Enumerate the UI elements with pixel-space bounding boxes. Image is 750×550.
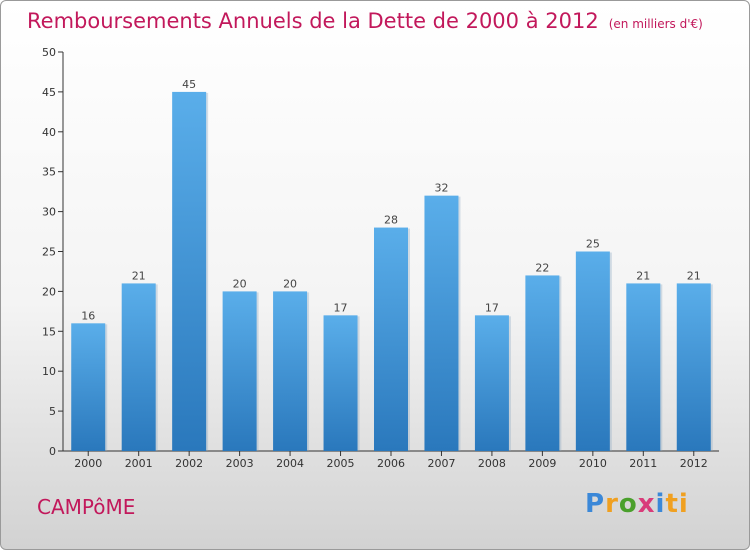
y-tick-label: 25 [42, 246, 56, 259]
chart-title: Remboursements Annuels de la Dette de 20… [27, 9, 703, 33]
x-tick-label: 2011 [629, 457, 657, 470]
bar [575, 251, 610, 451]
data-label: 17 [334, 301, 348, 314]
data-label: 20 [233, 277, 247, 290]
bar [222, 291, 257, 451]
data-label: 25 [586, 238, 600, 251]
data-label: 28 [384, 214, 398, 227]
x-tick-label: 2010 [579, 457, 607, 470]
x-tick-label: 2012 [680, 457, 708, 470]
bar [626, 283, 661, 451]
bar [172, 91, 207, 452]
data-label: 17 [485, 301, 499, 314]
proxiti-logo[interactable]: Proxiti [585, 489, 689, 519]
title-text: Remboursements Annuels de la Dette de 20… [27, 9, 599, 33]
y-tick-label: 0 [49, 445, 56, 458]
y-tick-label: 45 [42, 86, 56, 99]
y-tick-label: 40 [42, 126, 56, 139]
bar [71, 323, 106, 451]
data-label: 45 [182, 78, 196, 91]
y-tick-label: 15 [42, 325, 56, 338]
bar [474, 315, 509, 451]
y-tick-label: 5 [49, 405, 56, 418]
commune-name: CAMPôME [37, 495, 136, 519]
x-tick-label: 2008 [478, 457, 506, 470]
x-tick-label: 2003 [226, 457, 254, 470]
x-tick-label: 2004 [276, 457, 304, 470]
data-label: 21 [687, 269, 701, 282]
bar [374, 227, 408, 451]
data-label: 32 [434, 182, 448, 195]
x-tick-label: 2000 [74, 457, 102, 470]
x-tick-label: 2006 [377, 457, 405, 470]
data-label: 22 [535, 261, 549, 274]
y-tick-label: 35 [42, 166, 56, 179]
data-label: 21 [636, 269, 650, 282]
axes: 0 5 10 15 20 25 30 35 40 45 50 2000 2001 2002 2003 2004… [42, 46, 719, 470]
y-tick-label: 10 [42, 365, 56, 378]
bar [273, 291, 308, 451]
bar [424, 195, 459, 451]
x-tick-label: 2002 [175, 457, 203, 470]
x-tick-label: 2009 [528, 457, 556, 470]
bar [323, 315, 358, 451]
x-tick-label: 2005 [327, 457, 355, 470]
x-tick-label: 2001 [125, 457, 153, 470]
bar [525, 275, 560, 451]
bar [121, 283, 156, 451]
y-tick-label: 20 [42, 285, 56, 298]
y-tick-label: 50 [42, 46, 56, 59]
data-label: 16 [81, 309, 95, 322]
data-label: 20 [283, 277, 297, 290]
title-unit: (en milliers d'€) [608, 17, 703, 31]
x-tick-label: 2007 [427, 457, 455, 470]
bar [676, 283, 711, 451]
y-tick-label: 30 [42, 206, 56, 219]
data-label: 21 [132, 269, 146, 282]
bars: 16 21 45 20 20 17 28 32 17 22 25 21 21 [71, 78, 713, 452]
